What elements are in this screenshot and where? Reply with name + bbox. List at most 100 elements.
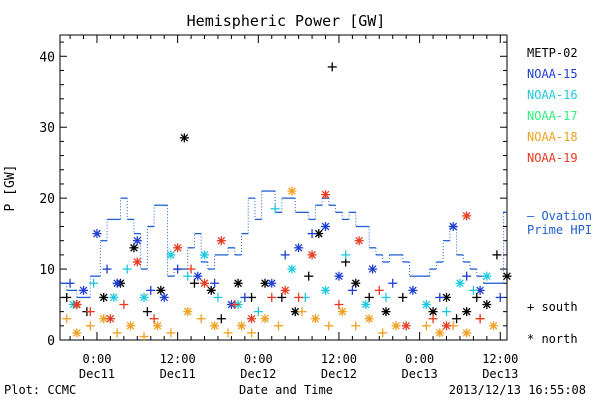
marker-noaa-19-south (230, 300, 240, 310)
y-tick-label: 40 (39, 50, 55, 65)
marker-noaa-15-south (210, 278, 220, 288)
marker-noaa-18-north (152, 321, 162, 331)
marker-noaa-18-north (489, 321, 499, 331)
x-tick-label-time: 12:00 (321, 352, 357, 366)
marker-noaa-18-north (287, 186, 297, 196)
marker-noaa-19-south (267, 292, 277, 302)
marker-noaa-19-south (85, 307, 95, 317)
x-tick-label-date: Dec13 (402, 367, 438, 381)
marker-metp-02-south (398, 292, 408, 302)
footer-timestamp: 2013/12/13 16:55:08 (449, 383, 586, 397)
data-markers (62, 62, 512, 341)
ovation-hpi-series (60, 190, 507, 299)
plot-frame (59, 34, 508, 341)
marker-noaa-15-north (267, 278, 277, 288)
y-tick-label: 10 (39, 263, 55, 278)
marker-noaa-15-north (159, 292, 169, 302)
marker-metp-02-south (142, 307, 152, 317)
marker-noaa-19-south (334, 300, 344, 310)
marker-noaa-19-north (354, 236, 364, 246)
marker-noaa-16-north (482, 271, 492, 281)
marker-noaa-15-north (321, 222, 331, 232)
marker-noaa-15-north (368, 264, 378, 274)
marker-noaa-16-south (213, 292, 223, 302)
marker-noaa-19-north (200, 278, 210, 288)
marker-metp-02-north (290, 307, 300, 317)
marker-noaa-19-north (321, 190, 331, 200)
marker-noaa-15-north (334, 271, 344, 281)
marker-noaa-19-north (401, 321, 411, 331)
y-axis: 0 10 20 30 40 (39, 41, 507, 349)
marker-noaa-16-north (421, 300, 431, 310)
marker-noaa-16-north (200, 250, 210, 260)
legend-item: NOAA-15 (527, 67, 578, 81)
marker-noaa-16-north (455, 278, 465, 288)
marker-metp-02-north (442, 292, 452, 302)
marker-noaa-16-south (253, 307, 263, 317)
marker-metp-02-south (327, 62, 337, 72)
marker-metp-02-north (381, 307, 391, 317)
marker-noaa-18-north (462, 328, 472, 338)
marker-noaa-15-north (193, 271, 203, 281)
marker-noaa-16-south (381, 292, 391, 302)
marker-noaa-19-north (72, 300, 82, 310)
marker-noaa-18-north (391, 321, 401, 331)
marker-noaa-16-north (287, 264, 297, 274)
marker-metp-02-south (492, 250, 502, 260)
marker-noaa-18-north (210, 321, 220, 331)
marker-noaa-18-south (351, 321, 361, 331)
marker-metp-02-south (277, 292, 287, 302)
marker-noaa-18-north (72, 328, 82, 338)
marker-noaa-19-south (186, 264, 196, 274)
x-axis: 0:00Dec1112:00Dec110:00Dec1212:00Dec120:… (69, 35, 518, 381)
marker-noaa-16-north (321, 285, 331, 295)
legend-item: NOAA-17 (527, 109, 578, 123)
marker-noaa-16-north (139, 292, 149, 302)
marker-metp-02-south (216, 314, 226, 324)
south-marker-legend: + south (527, 300, 578, 314)
marker-noaa-16-south (89, 278, 99, 288)
marker-noaa-18-north (260, 314, 270, 324)
north-marker-legend: * north (527, 332, 578, 346)
marker-noaa-18-north (236, 321, 246, 331)
marker-noaa-15-north (294, 243, 304, 253)
y-axis-label: P [GW] (3, 165, 18, 212)
marker-noaa-15-south (347, 285, 357, 295)
marker-noaa-18-north (99, 314, 109, 324)
x-tick-label-time: 0:00 (83, 352, 112, 366)
legend-item: METP-02 (527, 46, 578, 60)
legend-item: NOAA-18 (527, 130, 578, 144)
marker-noaa-18-south (421, 321, 431, 331)
marker-noaa-19-south (428, 314, 438, 324)
marker-noaa-18-south (297, 307, 307, 317)
marker-noaa-15-south (388, 278, 398, 288)
marker-metp-02-north (482, 300, 492, 310)
marker-noaa-18-north (126, 321, 136, 331)
marker-noaa-18-north (337, 307, 347, 317)
marker-noaa-16-north (109, 292, 119, 302)
marker-noaa-19-north (307, 250, 317, 260)
marker-noaa-16-south (341, 250, 351, 260)
marker-noaa-19-north (132, 257, 142, 267)
marker-noaa-19-north (442, 321, 452, 331)
legend-item: NOAA-19 (527, 151, 578, 165)
marker-noaa-18-south (378, 328, 388, 338)
marker-noaa-18-south (85, 321, 95, 331)
marker-noaa-15-south (173, 264, 183, 274)
x-tick-label-date: Dec12 (321, 367, 357, 381)
marker-noaa-16-north (361, 300, 371, 310)
ovation-legend-line: Prime HPI (527, 223, 592, 237)
y-tick-label: 0 (47, 334, 55, 349)
marker-metp-02-north (462, 307, 472, 317)
marker-noaa-15-south (435, 292, 445, 302)
marker-noaa-15-south (65, 278, 75, 288)
marker-noaa-18-north (183, 307, 193, 317)
y-tick-label: 20 (39, 192, 55, 207)
marker-noaa-15-north (448, 222, 458, 232)
marker-metp-02-south (189, 278, 199, 288)
x-tick-label-time: 12:00 (482, 352, 518, 366)
x-tick-label-date: Dec12 (240, 367, 276, 381)
x-tick-label-time: 0:00 (244, 352, 273, 366)
